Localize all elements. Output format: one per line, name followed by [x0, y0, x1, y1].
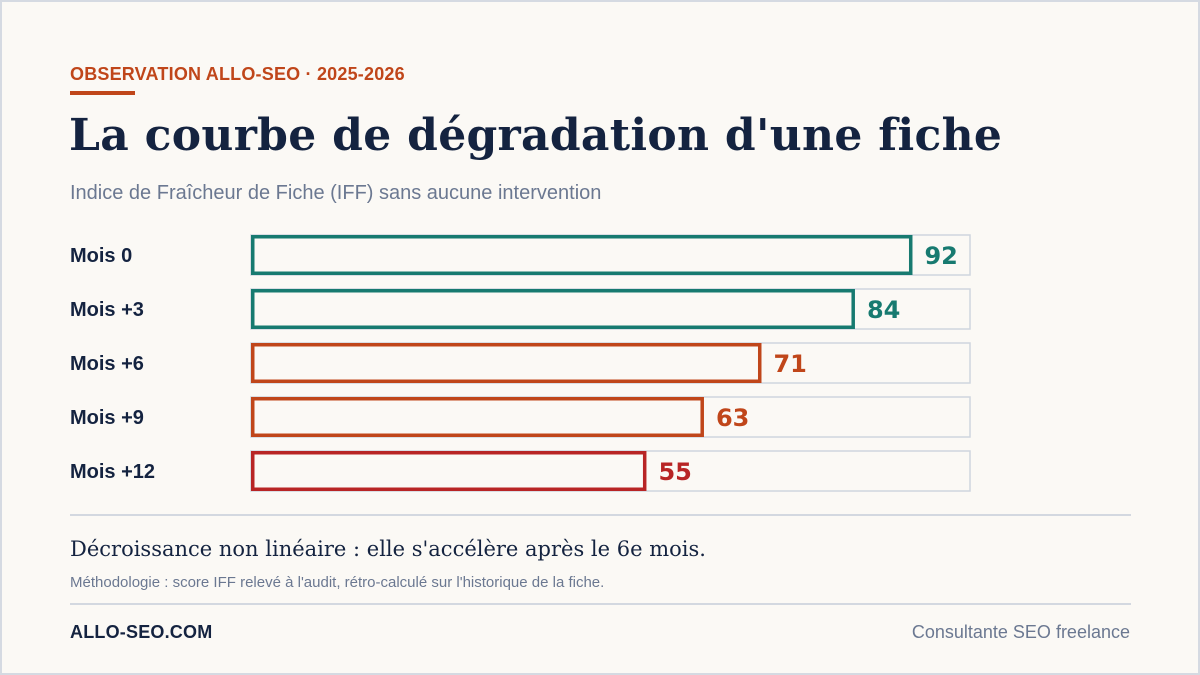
bar-row: Mois +3 84: [70, 288, 971, 330]
value-label: 63: [716, 404, 749, 432]
bar-track: [250, 234, 971, 276]
bar-track: [250, 450, 971, 492]
kicker-underline: [70, 91, 135, 95]
kicker-label: OBSERVATION ALLO-SEO · 2025-2026: [70, 64, 405, 84]
category-label: Mois +9: [70, 407, 144, 429]
divider-bottom: [70, 603, 1131, 605]
bar: [251, 397, 704, 437]
bar: [251, 343, 762, 383]
page-title: La courbe de dégradation d'une fiche: [69, 110, 1003, 161]
bar-row: Mois +12 55: [70, 450, 971, 492]
value-label: 55: [658, 458, 691, 486]
bar-row: Mois 0 92: [70, 234, 971, 276]
bar: [251, 235, 913, 275]
chart-subtitle: Indice de Fraîcheur de Fiche (IFF) sans …: [70, 182, 602, 204]
bar-row: Mois +6 71: [70, 342, 971, 384]
value-label: 71: [773, 350, 806, 378]
methodology-note: Méthodologie : score IFF relevé à l'audi…: [70, 574, 605, 591]
author-role: Consultante SEO freelance: [911, 622, 1130, 642]
chart-note: Décroissance non linéaire : elle s'accél…: [70, 537, 706, 561]
divider-top: [70, 514, 1131, 516]
bar: [251, 289, 855, 329]
brand-name: ALLO-SEO.COM: [70, 622, 213, 642]
bar-track: [250, 396, 971, 438]
category-label: Mois +3: [70, 299, 144, 321]
bar-row: Mois +9 63: [70, 396, 971, 438]
value-label: 92: [924, 242, 957, 270]
category-label: Mois +6: [70, 353, 144, 375]
category-label: Mois +12: [70, 461, 155, 483]
bar: [251, 451, 647, 491]
bar-track: [250, 342, 971, 384]
value-label: 84: [867, 296, 900, 324]
bar-track: [250, 288, 971, 330]
category-label: Mois 0: [70, 245, 132, 267]
